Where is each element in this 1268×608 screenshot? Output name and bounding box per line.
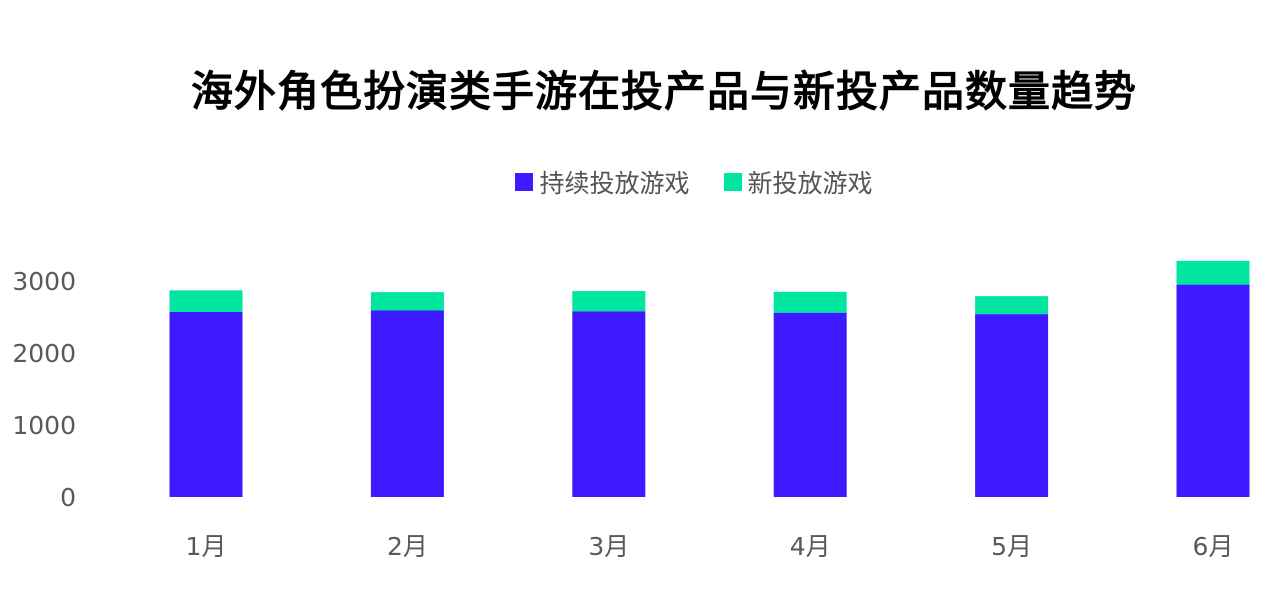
- x-tick-label: 6月: [1193, 532, 1234, 561]
- chart-title: 海外角色扮演类手游在投产品与新投产品数量趋势: [190, 67, 1137, 116]
- bar-ongoing: [572, 311, 646, 497]
- bar-new: [1176, 260, 1250, 285]
- x-tick-label: 4月: [790, 532, 831, 561]
- bar-new: [169, 290, 243, 312]
- bar-new: [773, 291, 847, 313]
- bar-ongoing: [975, 314, 1049, 497]
- legend-label-new: 新投放游戏: [747, 169, 873, 198]
- y-tick-label: 1000: [12, 411, 76, 440]
- legend-swatch-new: [723, 173, 742, 191]
- bar-ongoing: [773, 312, 847, 497]
- y-tick-label: 2000: [12, 339, 76, 368]
- x-tick-label: 1月: [186, 532, 227, 561]
- x-tick-label: 5月: [991, 532, 1032, 561]
- legend-item-ongoing: 持续投放游戏: [515, 164, 690, 200]
- bar-ongoing: [370, 310, 444, 497]
- y-tick-label: 3000: [12, 267, 76, 296]
- bar-new: [572, 291, 646, 312]
- bar-ongoing: [169, 311, 243, 497]
- legend-item-new: 新投放游戏: [723, 164, 873, 200]
- legend-swatch-ongoing: [515, 173, 534, 191]
- x-tick-label: 3月: [588, 532, 629, 561]
- bar-new: [370, 292, 444, 311]
- bar-ongoing: [1176, 284, 1250, 497]
- y-tick-label: 0: [60, 483, 76, 512]
- bar-new: [975, 296, 1049, 315]
- x-tick-label: 2月: [387, 532, 428, 561]
- legend-label-ongoing: 持续投放游戏: [539, 169, 690, 198]
- legend: 持续投放游戏 新投放游戏: [0, 164, 1268, 200]
